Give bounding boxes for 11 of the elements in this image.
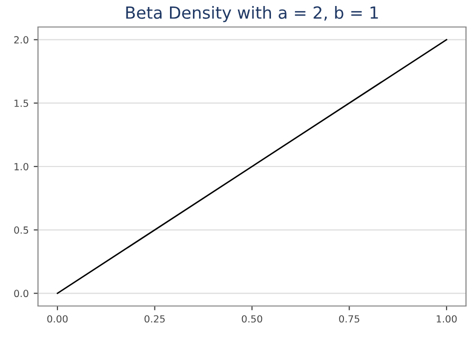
y-tick-label: 1.5 [14,100,28,107]
y-tick-label: 0.0 [14,290,28,298]
y-tick-label: 0.5 [14,226,28,234]
x-tick-label: 0.00 [47,315,68,323]
chart-title: Beta Density with a = 2, b = 1 [126,6,378,22]
x-tick-label: 0.25 [144,315,165,323]
x-tick-label: 0.75 [339,315,360,323]
x-tick-label: 1.00 [436,315,457,323]
y-tick-label: 1.0 [14,162,28,170]
y-tick-label: 2.0 [14,36,28,44]
x-tick-label: 0.50 [242,315,262,323]
